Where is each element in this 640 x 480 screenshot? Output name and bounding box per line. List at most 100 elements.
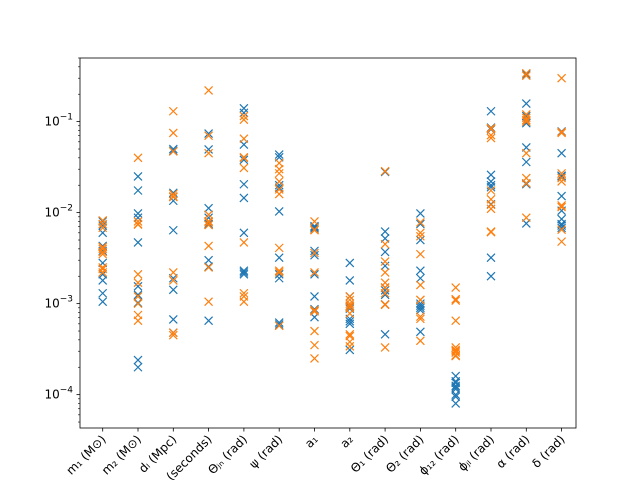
point-s1-c10-6 [415,299,425,309]
point-s2-c4-4 [204,210,214,220]
point-s2-c7-9 [310,340,319,350]
point-s1-c9-7 [380,285,390,295]
point-s2-c5-6 [239,163,249,173]
point-s2-c11-3 [451,296,461,306]
point-s1-c8-5 [345,302,355,312]
point-s1-c3-9 [168,315,178,324]
point-s2-c9-3 [380,257,390,266]
y-axis: 10−4 10−3 10−2 10−1 [44,57,80,423]
point-s2-c4-8 [204,241,214,251]
point-s1-c10-3 [415,235,425,245]
point-s2-c3-2 [168,128,178,138]
point-s2-c2-6 [133,278,143,288]
point-s1-c10-1 [415,208,425,218]
point-s2-c14-7 [557,200,567,210]
point-s1-c2-4 [133,213,143,223]
point-s1-c3-3 [168,188,178,198]
point-s2-c6-7 [274,243,284,253]
point-s2-c12-7 [486,200,496,210]
point-s1-c12-7 [486,182,496,192]
point-s1-c11-9 [451,392,461,402]
point-s2-c4-3 [204,148,214,158]
point-s2-c5-1 [239,111,249,121]
point-s2-c1-3 [98,223,108,233]
point-s2-c7-4 [310,248,319,258]
point-s1-c8-10 [345,345,355,355]
point-s2-c10-9 [415,314,425,324]
point-s2-c12-3 [486,130,496,140]
point-s2-c9-7 [380,288,390,298]
point-s2-c8-1 [345,292,355,301]
point-s1-c13-2 [521,99,531,108]
point-s2-c13-9 [521,178,531,188]
point-s2-c6-8 [274,266,284,276]
point-s2-c2-5 [133,269,143,279]
point-s1-c9-8 [380,290,390,300]
point-s1-c3-5 [168,196,178,206]
point-s2-c14-9 [557,225,567,235]
point-s1-c3-1 [168,144,178,154]
point-s2-c4-10 [204,297,214,307]
point-s1-c6-4 [274,183,284,193]
point-s2-c10-8 [415,312,425,322]
point-s2-c8-10 [345,341,355,351]
point-s1-c9-5 [380,261,390,271]
point-s1-c2-10 [133,362,143,372]
point-s1-c10-9 [415,305,425,315]
point-s2-c5-8 [239,288,249,298]
point-s2-c4-6 [204,218,214,227]
point-s2-c1-1 [98,216,108,225]
point-s1-c4-1 [204,129,214,138]
y-tick-label: 10−1 [44,113,73,129]
point-s1-c2-6 [133,281,143,291]
point-s2-c6-2 [274,164,284,174]
point-s1-c1-8 [98,275,108,285]
point-s2-c13-1 [521,68,531,78]
point-s2-c8-4 [345,301,355,311]
point-s1-c3-8 [168,285,178,295]
point-s1-c5-2 [239,108,249,118]
point-s2-c2-10 [133,316,143,326]
point-s2-c4-9 [204,262,214,272]
point-s2-c2-7 [133,292,143,301]
point-s2-c11-2 [451,294,461,304]
point-s2-c9-4 [380,268,390,277]
point-s1-c12-10 [486,271,496,281]
point-s2-c9-1 [380,166,390,176]
point-s1-c9-4 [380,247,390,257]
point-s2-c6-6 [274,189,284,199]
point-s1-c13-9 [521,179,531,189]
point-s2-c3-3 [168,147,178,156]
point-s2-c3-1 [168,106,178,116]
point-s1-c7-3 [310,224,319,233]
point-s2-c1-10 [98,268,108,277]
point-s2-c13-4 [521,113,531,123]
point-s1-c5-4 [239,155,249,165]
point-s1-c10-5 [415,273,425,283]
point-s1-c7-8 [310,304,319,314]
point-s2-c9-9 [380,300,390,310]
point-s1-c4-2 [204,144,214,154]
point-s1-c2-1 [133,171,143,181]
point-s1-c1-5 [98,246,108,256]
point-s1-c2-7 [133,290,143,300]
point-s2-c10-7 [415,295,425,305]
point-s1-c14-5 [557,191,567,201]
y-tick-label: 10−3 [44,295,73,311]
point-s1-c7-7 [310,292,319,301]
point-s2-c14-8 [557,202,567,212]
point-s2-c13-5 [521,115,531,125]
point-s1-c13-7 [521,157,531,167]
point-s1-c14-9 [557,221,567,231]
point-s1-c12-9 [486,253,496,263]
point-s1-c5-9 [239,268,249,277]
point-s2-c6-10 [274,321,284,331]
point-s1-c5-5 [239,179,249,189]
point-s1-c5-1 [239,103,249,113]
point-s2-c2-8 [133,299,143,309]
point-s2-c7-7 [310,307,319,316]
point-s1-c9-2 [380,227,390,236]
point-s1-c12-4 [486,170,496,180]
point-s1-c2-2 [133,186,143,195]
point-s2-c11-4 [451,316,461,326]
